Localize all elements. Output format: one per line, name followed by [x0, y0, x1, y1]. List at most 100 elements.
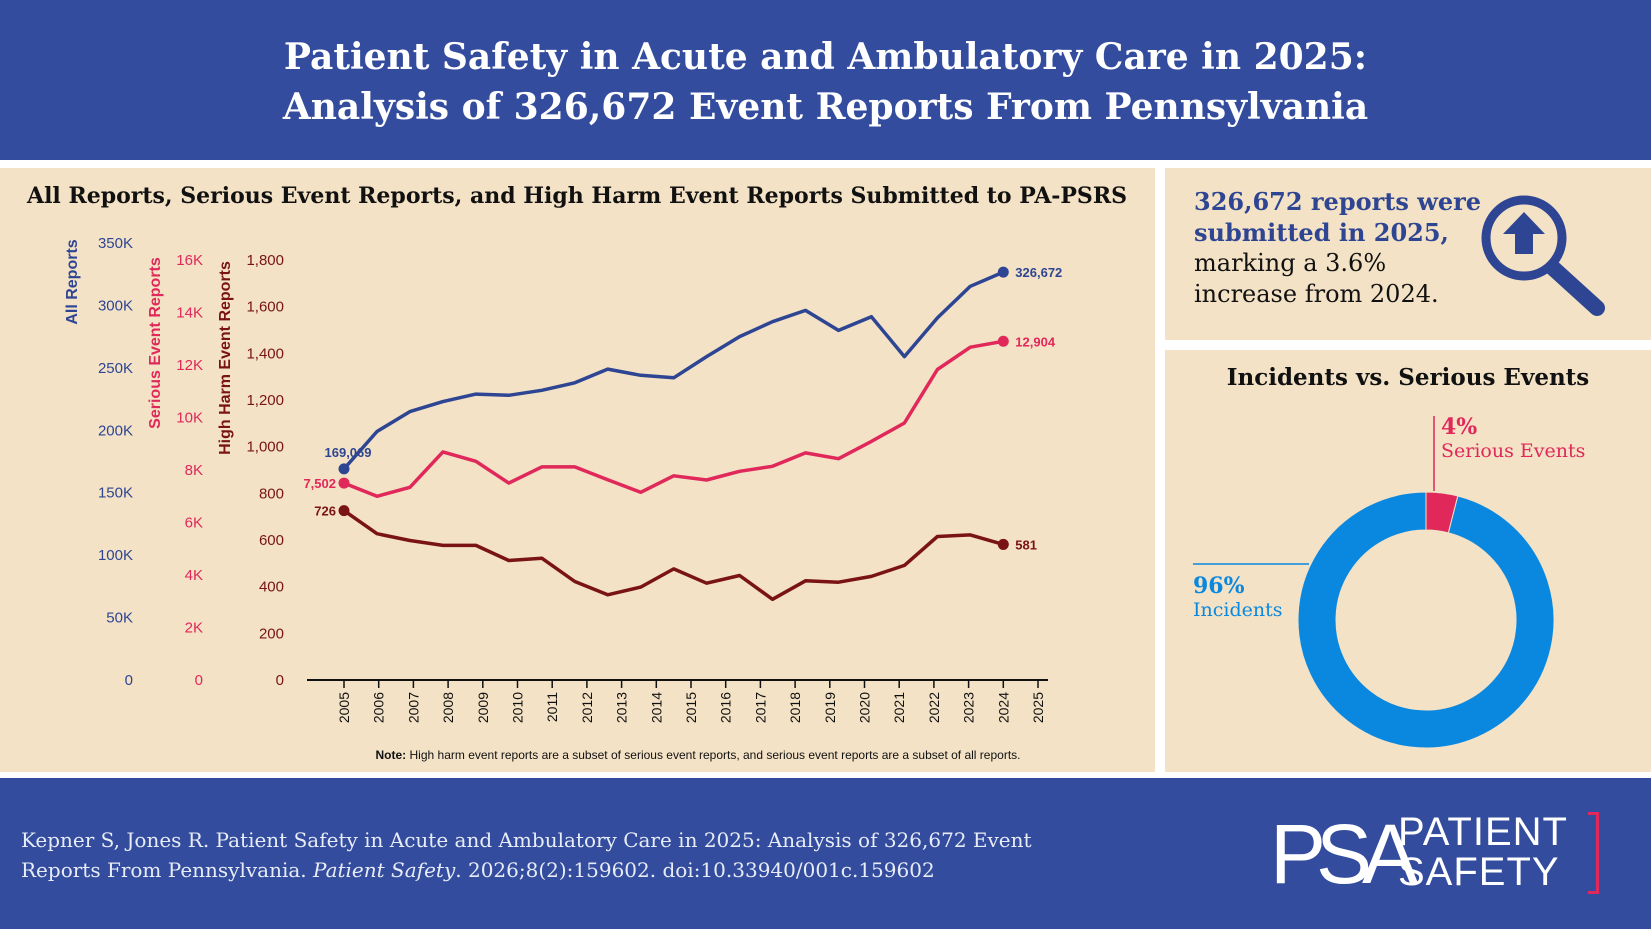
x-tick-label: 2012	[579, 692, 595, 723]
magnifier-up-arrow-icon	[1481, 195, 1605, 316]
incidents-percent-label: 96%	[1193, 573, 1245, 599]
logo-bracket	[1588, 812, 1599, 894]
chart-title: All Reports, Serious Event Reports, and …	[26, 183, 1127, 209]
x-tick-label: 2018	[787, 692, 803, 723]
psa-patient-safety-logo: PSA PATIENT SAFETY	[1270, 807, 1610, 901]
donut-chart: 4% Serious Events 96% Incidents	[1193, 414, 1585, 749]
x-tick-label: 2011	[544, 692, 560, 722]
chart-note-label: Note:	[376, 748, 407, 762]
citation-journal: Patient Safety	[313, 858, 456, 882]
y-tick-highharm: 600	[259, 532, 284, 549]
citation-line2: Reports From Pennsylvania. Patient Safet…	[21, 858, 935, 882]
data-point-highharm	[997, 538, 1009, 550]
x-tick-label: 2007	[405, 692, 421, 723]
x-tick-label: 2020	[857, 692, 873, 723]
incidents-name-label: Incidents	[1193, 599, 1283, 621]
y-tick-serious: 4K	[185, 567, 203, 584]
citation-line1: Kepner S, Jones R. Patient Safety in Acu…	[21, 828, 1032, 852]
serious-name-label: Serious Events	[1441, 440, 1585, 462]
y-tick-all: 150K	[98, 485, 133, 502]
x-tick-label: 2019	[822, 692, 838, 723]
x-tick-label: 2006	[371, 692, 387, 723]
end-value-label: 326,672	[1015, 265, 1062, 280]
y-tick-serious: 10K	[176, 410, 203, 427]
line-chart: All Reports, Serious Event Reports, and …	[26, 183, 1127, 762]
y-tick-highharm: 1,400	[246, 345, 284, 362]
citation-text: Reports From Pennsylvania.	[21, 858, 314, 882]
y-tick-highharm: 1,200	[246, 392, 284, 409]
start-value-label: 726	[314, 504, 336, 519]
callout-line4: increase from 2024.	[1194, 280, 1439, 308]
y-tick-all: 0	[125, 672, 133, 689]
data-point-all	[338, 463, 350, 475]
citation-details: . 2026;8(2):159602. doi:10.33940/001c.15…	[455, 858, 935, 882]
y-axis-title-serious: Serious Event Reports	[147, 257, 164, 429]
x-tick-label: 2016	[718, 692, 734, 723]
y-tick-all: 300K	[98, 297, 133, 314]
y-tick-serious: 12K	[176, 357, 203, 374]
x-tick-label: 2013	[614, 692, 630, 723]
x-tick-label: 2009	[475, 692, 491, 723]
x-tick-label: 2021	[891, 692, 907, 723]
x-tick-label: 2025	[1030, 692, 1046, 723]
chart-note-text: High harm event reports are a subset of …	[406, 748, 1020, 762]
y-tick-serious: 0	[195, 672, 203, 689]
y-tick-highharm: 1,800	[246, 252, 284, 269]
x-tick-label: 2022	[926, 692, 942, 723]
data-point-serious	[997, 335, 1009, 347]
page-title-line2: Analysis of 326,672 Event Reports From P…	[282, 86, 1369, 128]
callout-bold-line1: 326,672 reports were	[1194, 187, 1482, 216]
data-point-serious	[338, 477, 350, 489]
footer-banner: Kepner S, Jones R. Patient Safety in Acu…	[0, 778, 1651, 929]
series-line-all	[342, 270, 1004, 471]
y-tick-serious: 2K	[185, 620, 203, 637]
y-tick-highharm: 1,000	[246, 439, 284, 456]
callout-bold-line2: submitted in 2025,	[1194, 218, 1449, 247]
data-point-all	[997, 266, 1009, 278]
y-tick-serious: 14K	[176, 305, 203, 322]
end-value-label: 12,904	[1015, 334, 1056, 349]
data-point-highharm	[338, 505, 350, 517]
start-value-label: 7,502	[303, 476, 336, 491]
y-axis-title-highharm: High Harm Event Reports	[217, 261, 234, 455]
series-line-serious	[343, 339, 1004, 499]
end-value-label: 581	[1015, 537, 1037, 552]
x-tick-label: 2010	[510, 692, 526, 723]
logo-line2: SAFETY	[1398, 850, 1560, 894]
line-chart-panel	[0, 168, 1155, 772]
callout-line3: marking a 3.6%	[1194, 249, 1387, 277]
y-tick-highharm: 800	[259, 485, 284, 502]
x-tick-label: 2015	[683, 692, 699, 723]
y-tick-highharm: 0	[276, 672, 284, 689]
y-axis-title-all: All Reports	[64, 239, 81, 324]
header-banner: Patient Safety in Acute and Ambulatory C…	[0, 0, 1651, 160]
y-tick-highharm: 200	[259, 625, 284, 642]
summary-callout-panel: 326,672 reports were submitted in 2025, …	[1165, 168, 1651, 340]
y-tick-all: 350K	[98, 235, 133, 252]
donut-slice-incidents	[1297, 491, 1555, 749]
y-tick-all: 200K	[98, 422, 133, 439]
logo-line1: PATIENT	[1398, 810, 1568, 854]
start-value-label: 169,069	[325, 445, 372, 460]
donut-chart-title: Incidents vs. Serious Events	[1226, 364, 1590, 391]
logo-letters: PSA	[1270, 807, 1418, 901]
x-tick-label: 2017	[752, 692, 768, 723]
y-tick-highharm: 400	[259, 579, 284, 596]
x-tick-label: 2008	[440, 692, 456, 723]
y-tick-all: 250K	[98, 360, 133, 377]
x-tick-label: 2014	[648, 692, 664, 723]
x-tick-label: 2024	[995, 692, 1011, 723]
series-line-highharm	[342, 509, 1004, 602]
x-tick-label: 2023	[961, 692, 977, 723]
y-tick-highharm: 1,600	[246, 299, 284, 316]
y-tick-serious: 6K	[185, 515, 203, 532]
y-tick-all: 50K	[106, 610, 133, 627]
donut-chart-panel: Incidents vs. Serious Events 4% Serious …	[1165, 350, 1651, 772]
chart-note: Note: High harm event reports are a subs…	[376, 748, 1021, 762]
y-tick-serious: 8K	[185, 462, 203, 479]
y-tick-all: 100K	[98, 547, 133, 564]
x-tick-label: 2005	[336, 692, 352, 723]
page-title-line1: Patient Safety in Acute and Ambulatory C…	[283, 36, 1368, 78]
y-tick-serious: 16K	[176, 252, 203, 269]
serious-percent-label: 4%	[1441, 414, 1477, 440]
